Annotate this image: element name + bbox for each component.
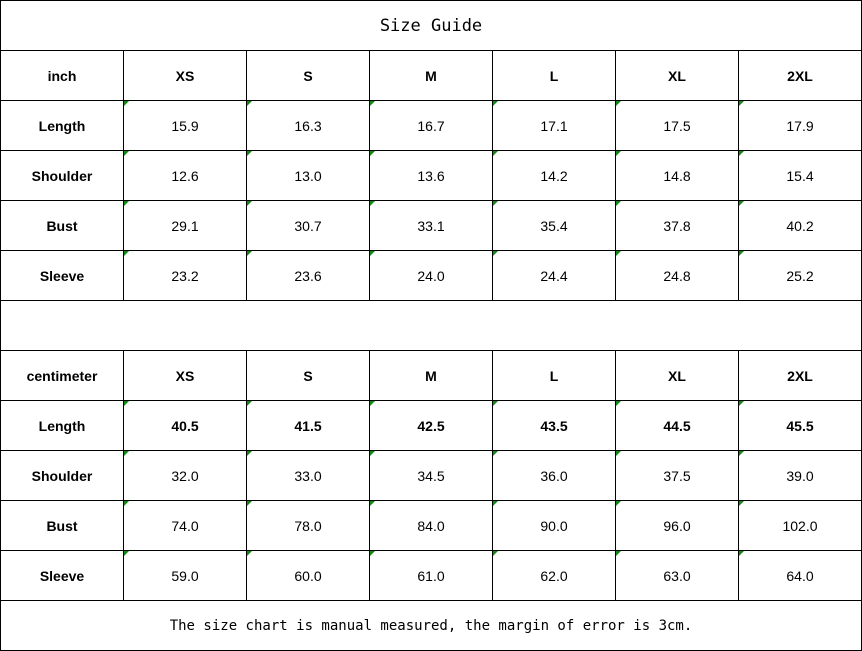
empty-cell[interactable] [0,300,862,351]
value-cell[interactable]: 63.0 [615,550,739,601]
centimeter-row-sleeve: Sleeve 59.0 60.0 61.0 62.0 63.0 64.0 [0,550,862,601]
note-cell[interactable]: The size chart is manual measured, the m… [0,600,862,651]
size-header-xl[interactable]: XL [615,350,739,401]
value-cell[interactable]: 24.4 [492,250,616,301]
value-cell[interactable]: 102.0 [738,500,862,551]
value-cell[interactable]: 30.7 [246,200,370,251]
value-cell[interactable]: 25.2 [738,250,862,301]
row-label[interactable]: Shoulder [0,150,124,201]
value-cell[interactable]: 16.7 [369,100,493,151]
value-cell[interactable]: 84.0 [369,500,493,551]
value-cell[interactable]: 36.0 [492,450,616,501]
value-cell[interactable]: 29.1 [123,200,247,251]
inch-row-bust: Bust 29.1 30.7 33.1 35.4 37.8 40.2 [0,200,862,251]
inch-row-length: Length 15.9 16.3 16.7 17.1 17.5 17.9 [0,100,862,151]
value-cell[interactable]: 33.0 [246,450,370,501]
note-row: The size chart is manual measured, the m… [0,600,862,651]
value-cell[interactable]: 62.0 [492,550,616,601]
size-header-xl[interactable]: XL [615,50,739,101]
size-header-l[interactable]: L [492,50,616,101]
centimeter-unit-label[interactable]: centimeter [0,350,124,401]
value-cell[interactable]: 16.3 [246,100,370,151]
value-cell[interactable]: 15.4 [738,150,862,201]
inch-row-shoulder: Shoulder 12.6 13.0 13.6 14.2 14.8 15.4 [0,150,862,201]
value-cell[interactable]: 34.5 [369,450,493,501]
value-cell[interactable]: 24.8 [615,250,739,301]
value-cell[interactable]: 17.1 [492,100,616,151]
value-cell[interactable]: 33.1 [369,200,493,251]
size-header-2xl[interactable]: 2XL [738,50,862,101]
row-label[interactable]: Sleeve [0,550,124,601]
value-cell[interactable]: 24.0 [369,250,493,301]
size-header-2xl[interactable]: 2XL [738,350,862,401]
value-cell[interactable]: 23.6 [246,250,370,301]
value-cell[interactable]: 14.8 [615,150,739,201]
value-cell[interactable]: 35.4 [492,200,616,251]
value-cell[interactable]: 17.9 [738,100,862,151]
size-header-s[interactable]: S [246,50,370,101]
value-cell[interactable]: 14.2 [492,150,616,201]
row-label[interactable]: Shoulder [0,450,124,501]
inch-unit-label[interactable]: inch [0,50,124,101]
value-cell[interactable]: 90.0 [492,500,616,551]
size-header-s[interactable]: S [246,350,370,401]
value-cell[interactable]: 41.5 [246,400,370,451]
value-cell[interactable]: 59.0 [123,550,247,601]
value-cell[interactable]: 39.0 [738,450,862,501]
value-cell[interactable]: 23.2 [123,250,247,301]
row-label[interactable]: Length [0,100,124,151]
size-header-xs[interactable]: XS [123,350,247,401]
centimeter-header-row: centimeter XS S M L XL 2XL [0,350,862,401]
row-label[interactable]: Length [0,400,124,451]
value-cell[interactable]: 96.0 [615,500,739,551]
inch-header-row: inch XS S M L XL 2XL [0,50,862,101]
centimeter-row-length: Length 40.5 41.5 42.5 43.5 44.5 45.5 [0,400,862,451]
value-cell[interactable]: 40.5 [123,400,247,451]
value-cell[interactable]: 78.0 [246,500,370,551]
centimeter-row-bust: Bust 74.0 78.0 84.0 90.0 96.0 102.0 [0,500,862,551]
value-cell[interactable]: 13.6 [369,150,493,201]
row-label[interactable]: Bust [0,500,124,551]
spacer-row [0,300,862,351]
value-cell[interactable]: 37.8 [615,200,739,251]
title-row: Size Guide [0,0,862,51]
value-cell[interactable]: 13.0 [246,150,370,201]
value-cell[interactable]: 37.5 [615,450,739,501]
size-header-xs[interactable]: XS [123,50,247,101]
title-cell[interactable]: Size Guide [0,0,862,51]
inch-row-sleeve: Sleeve 23.2 23.6 24.0 24.4 24.8 25.2 [0,250,862,301]
value-cell[interactable]: 61.0 [369,550,493,601]
value-cell[interactable]: 42.5 [369,400,493,451]
value-cell[interactable]: 40.2 [738,200,862,251]
value-cell[interactable]: 44.5 [615,400,739,451]
value-cell[interactable]: 64.0 [738,550,862,601]
value-cell[interactable]: 12.6 [123,150,247,201]
value-cell[interactable]: 74.0 [123,500,247,551]
value-cell[interactable]: 60.0 [246,550,370,601]
size-header-l[interactable]: L [492,350,616,401]
centimeter-row-shoulder: Shoulder 32.0 33.0 34.5 36.0 37.5 39.0 [0,450,862,501]
row-label[interactable]: Bust [0,200,124,251]
value-cell[interactable]: 32.0 [123,450,247,501]
value-cell[interactable]: 15.9 [123,100,247,151]
value-cell[interactable]: 43.5 [492,400,616,451]
size-header-m[interactable]: M [369,50,493,101]
row-label[interactable]: Sleeve [0,250,124,301]
value-cell[interactable]: 17.5 [615,100,739,151]
size-header-m[interactable]: M [369,350,493,401]
value-cell[interactable]: 45.5 [738,400,862,451]
